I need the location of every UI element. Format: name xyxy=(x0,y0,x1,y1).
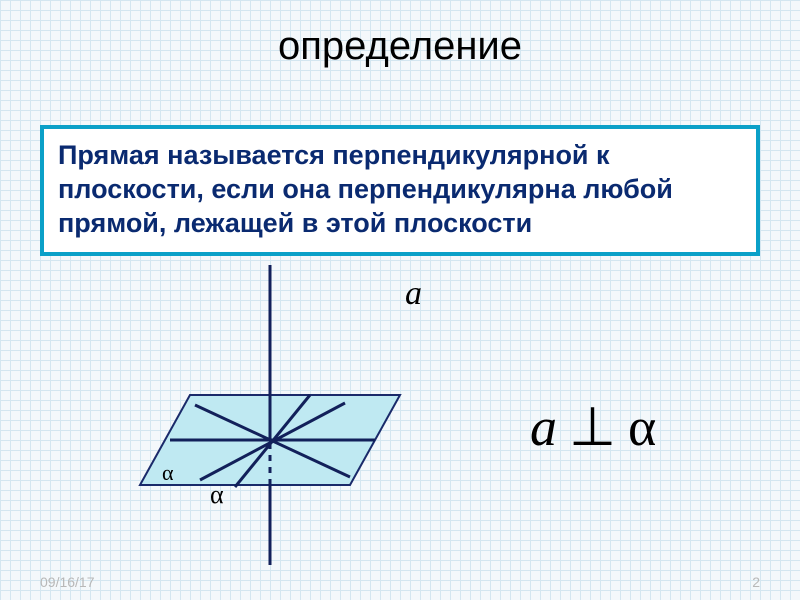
footer-date: 09/16/17 xyxy=(40,574,95,590)
perpendicular-symbol: ⊥ xyxy=(569,395,616,458)
perpendicular-formula: a ⊥ α xyxy=(530,395,656,458)
formula-right: α xyxy=(628,396,656,458)
footer-page-number: 2 xyxy=(752,574,760,590)
definition-box: Прямая называется перпендикулярной к пло… xyxy=(40,125,760,256)
definition-text: Прямая называется перпендикулярной к пло… xyxy=(58,140,673,238)
formula-left: a xyxy=(530,396,557,458)
diagram-svg xyxy=(100,255,440,575)
alpha-in-plane: α xyxy=(162,460,174,486)
page-title: определение xyxy=(0,24,800,69)
line-a-label: a xyxy=(405,275,422,313)
plane-alpha-label: α xyxy=(210,480,224,510)
geometry-diagram xyxy=(100,255,440,575)
